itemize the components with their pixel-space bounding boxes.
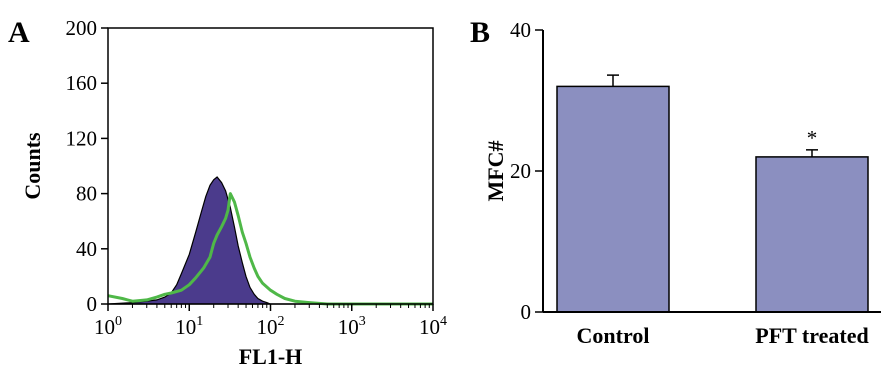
- bar-y-axis-title: MFC#: [483, 140, 508, 201]
- bar-y-tick-label: 40: [510, 18, 531, 42]
- bar-1-category-label: PFT treated: [755, 323, 868, 348]
- histogram-fill-layer: [107, 176, 433, 305]
- panel-a-letter: A: [8, 16, 30, 49]
- histogram-x-axis-title: FL1-H: [239, 344, 303, 369]
- histogram-y-tick-label: 80: [76, 182, 97, 206]
- histogram-series-0-area: [107, 176, 433, 305]
- histogram-x-tick-label: 102: [257, 314, 285, 339]
- histogram-y-axis-title: Counts: [20, 132, 45, 200]
- histogram-y-tick-label: 40: [76, 237, 97, 261]
- histogram-x-axis: 100 101 102 103 104: [94, 304, 447, 339]
- histogram-x-tick-label: 101: [175, 314, 203, 339]
- histogram-panel: A 0 40 80 120 160 200 100 101 102 103 104 FL1-H C…: [8, 16, 447, 369]
- bar-y-tick-label: 0: [521, 300, 532, 324]
- histogram-y-tick-label: 160: [66, 71, 98, 95]
- histogram-y-tick-label: 200: [66, 16, 98, 40]
- panel-b-letter: B: [470, 16, 490, 49]
- histogram-line-layer: [107, 192, 433, 306]
- histogram-y-axis: 0 40 80 120 160 200: [66, 16, 108, 316]
- bar-0: [556, 85, 670, 313]
- histogram-plot-frame: [107, 27, 434, 305]
- histogram-y-tick-label: 0: [87, 292, 98, 316]
- histogram-x-tick-label: 104: [419, 314, 447, 339]
- histogram-series-1-line: [107, 192, 433, 306]
- histogram-x-tick-label: 103: [338, 314, 366, 339]
- histogram-x-tick-label: 100: [94, 314, 122, 339]
- histogram-y-tick-label: 120: [66, 126, 98, 150]
- bar-panel: B Control PFT treated * 0 20 40 MFC#: [470, 16, 881, 348]
- bar-y-tick-label: 20: [510, 159, 531, 183]
- bar-axes: 0 20 40: [510, 18, 881, 324]
- bar-0-category-label: Control: [577, 323, 650, 348]
- bar-1: [755, 156, 869, 313]
- significance-marker: *: [807, 126, 818, 150]
- bar-layer: Control PFT treated *: [556, 74, 869, 348]
